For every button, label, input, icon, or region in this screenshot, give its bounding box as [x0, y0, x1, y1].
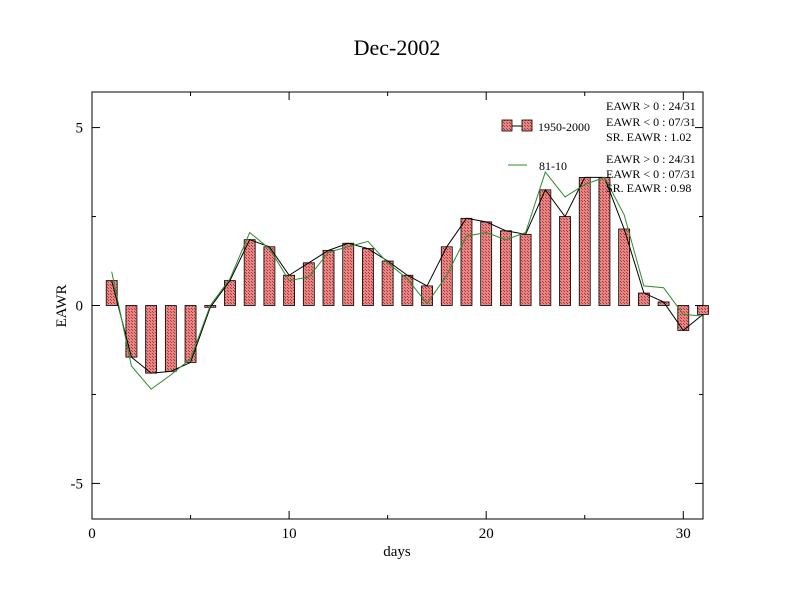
bar-day-5	[184, 305, 197, 363]
stats-block-81-10: EAWR > 0 : 24/31 EAWR < 0 : 07/31 SR. EA…	[606, 152, 696, 195]
legend-entry-1950-2000: 1950-2000	[501, 119, 590, 134]
stat-line: SR. EAWR : 1.02	[606, 130, 691, 144]
bar-day-3	[145, 305, 158, 374]
bar-day-31	[697, 305, 709, 315]
bar-day-12	[322, 249, 335, 306]
legend-label-1950-2000: 1950-2000	[538, 120, 590, 134]
stat-line: EAWR < 0 : 07/31	[606, 115, 696, 129]
x-tick-label: 0	[88, 526, 96, 542]
series-line-1950-2000	[111, 176, 704, 374]
legend-marker-right	[521, 119, 533, 132]
lines-layer	[111, 171, 704, 390]
bar-day-18	[440, 246, 453, 306]
bar-day-23	[539, 189, 552, 306]
stat-line: EAWR > 0 : 24/31	[606, 99, 696, 113]
chart-title: Dec-2002	[354, 35, 441, 60]
y-tick-label: 0	[76, 299, 84, 315]
bar-day-16	[401, 274, 414, 306]
bar-day-14	[362, 248, 374, 306]
stats-block-1950-2000: EAWR > 0 : 24/31 EAWR < 0 : 07/31 SR. EA…	[606, 99, 696, 144]
x-axis-label: days	[383, 544, 411, 560]
bar-day-24	[559, 216, 571, 306]
bar-day-25	[578, 176, 591, 306]
y-axis-label: EAWR	[54, 285, 70, 328]
stat-line: EAWR < 0 : 07/31	[606, 167, 696, 181]
x-tick-label: 20	[479, 526, 494, 542]
y-tick-label: 5	[76, 121, 84, 137]
bar-day-13	[342, 242, 355, 306]
bar-day-11	[302, 262, 315, 306]
bar-day-1	[105, 280, 118, 306]
legend-entry-81-10: 81-10	[508, 159, 567, 173]
x-tick-label: 30	[676, 526, 691, 542]
x-tick-label: 10	[282, 526, 297, 542]
legend-marker-left	[501, 119, 513, 132]
bars-layer	[105, 176, 709, 374]
series-line-81-10	[111, 171, 704, 390]
bar-day-22	[519, 233, 532, 306]
ticks-layer: 0 10 20 30 -5 0 5	[71, 92, 703, 542]
stat-line: SR. EAWR : 0.98	[606, 181, 691, 195]
stat-line: EAWR > 0 : 24/31	[606, 152, 696, 166]
legend-label-81-10: 81-10	[539, 159, 567, 173]
bar-day-8	[243, 239, 256, 306]
bar-day-21	[499, 230, 512, 306]
legend: 1950-2000 81-10	[501, 119, 590, 173]
bar-day-15	[381, 260, 394, 306]
bar-day-17	[421, 285, 433, 306]
bar-day-19	[460, 217, 473, 306]
bar-day-26	[598, 176, 611, 306]
y-tick-label: -5	[71, 476, 84, 492]
bar-day-4	[164, 305, 177, 372]
